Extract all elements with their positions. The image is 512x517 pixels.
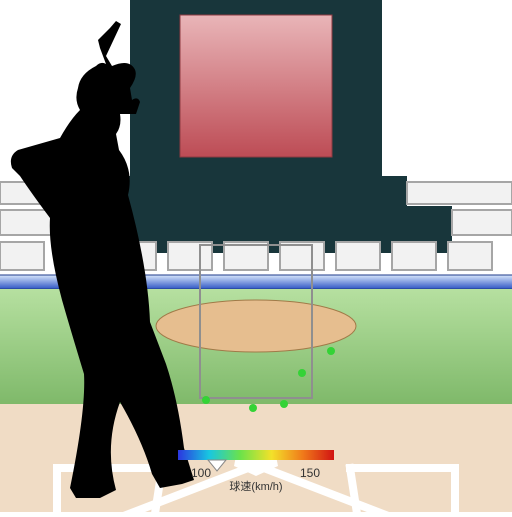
legend-axis-label: 球速(km/h)	[229, 479, 282, 493]
legend-tick-label: 150	[300, 466, 320, 480]
stand-segment	[392, 242, 436, 270]
mound-ellipse	[156, 300, 356, 352]
pitch-chart: 100 150 球速(km/h)	[0, 0, 512, 512]
stand-segment	[0, 242, 44, 270]
pitch-point	[327, 347, 335, 355]
legend-tick-label: 100	[191, 466, 211, 480]
pitch-point	[249, 404, 257, 412]
stand-segment	[448, 242, 492, 270]
stand-segment	[407, 182, 512, 204]
pitch-point	[202, 396, 210, 404]
stand-segment	[452, 210, 512, 235]
stand-segment	[336, 242, 380, 270]
stand-segment	[224, 242, 268, 270]
pitch-point	[280, 400, 288, 408]
pitch-point	[298, 369, 306, 377]
stand-segment	[280, 242, 324, 270]
scoreboard-block	[105, 176, 407, 206]
legend-colorbar	[178, 450, 334, 460]
scoreboard-screen	[180, 15, 332, 157]
scene-svg: 100 150 球速(km/h)	[0, 0, 512, 512]
stand-segment	[168, 242, 212, 270]
